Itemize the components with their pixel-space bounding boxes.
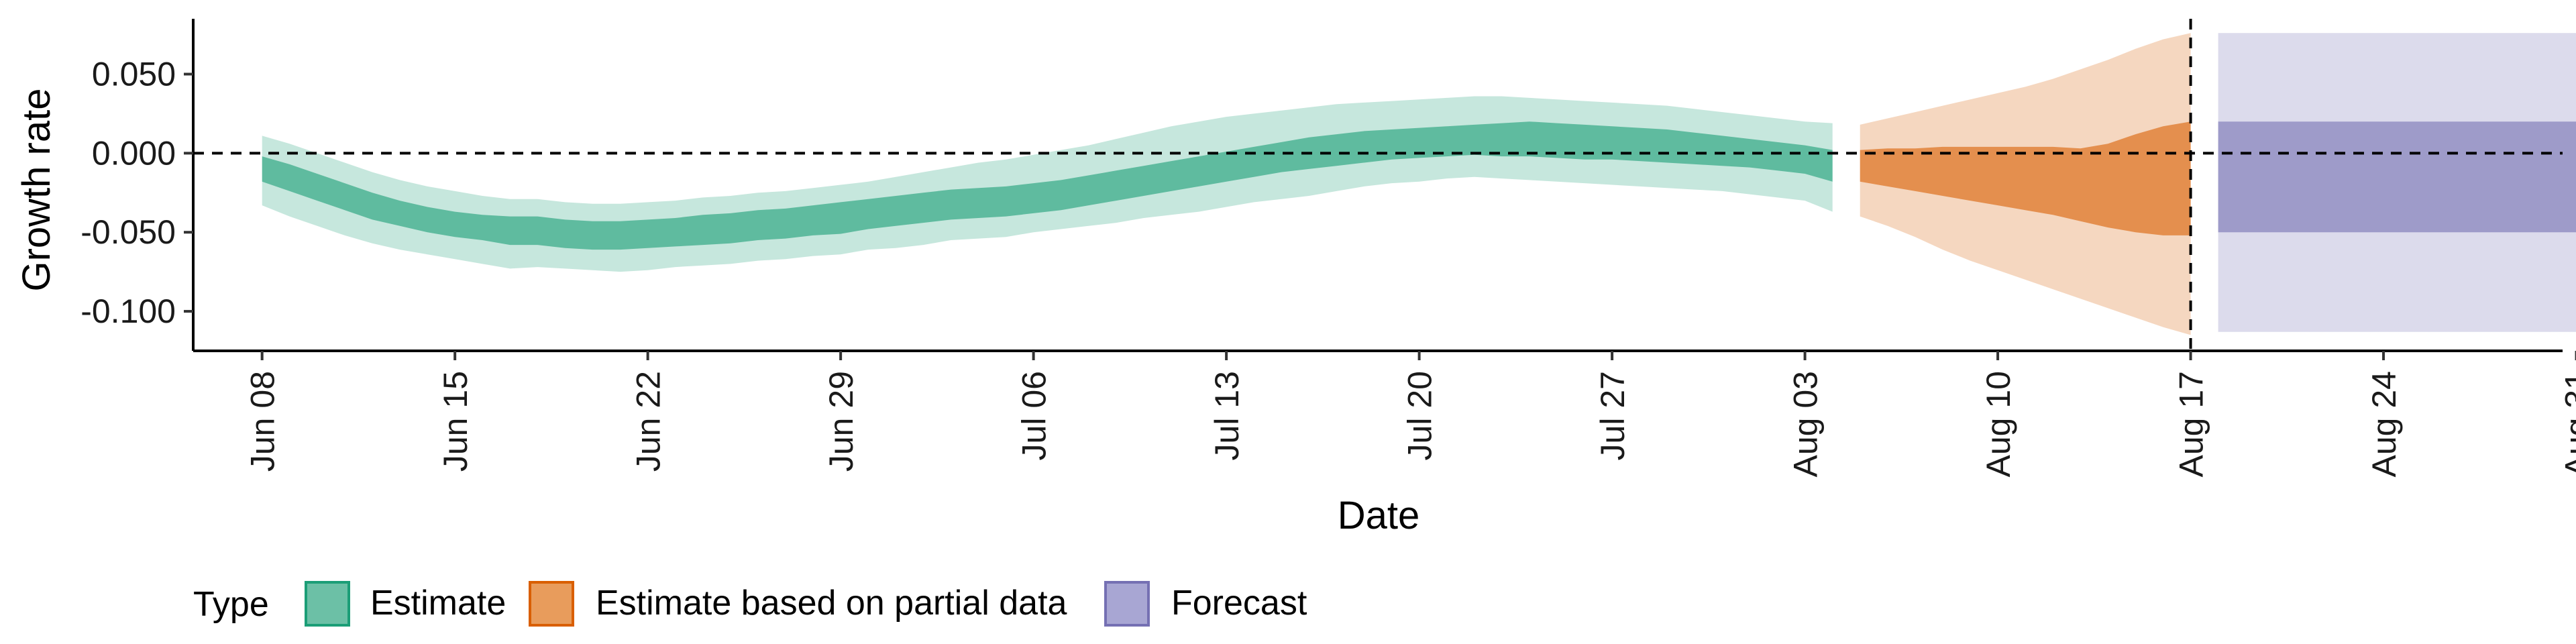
x-tick-label: Aug 17 bbox=[2173, 371, 2210, 477]
legend-swatch-partial bbox=[529, 581, 574, 627]
x-tick-label: Jun 15 bbox=[437, 371, 474, 472]
x-axis-ticks: Jun 08 Jun 15 Jun 22 Jun 29 Jul 06 Jul 13 Jul … bbox=[244, 351, 2576, 477]
x-tick-label: Aug 03 bbox=[1787, 371, 1825, 477]
reference-lines bbox=[193, 19, 2563, 351]
legend-title: Type bbox=[193, 585, 269, 624]
legend-swatch-forecast bbox=[1104, 581, 1150, 627]
y-axis-ticks: 0.050 0.000 -0.050 -0.100 bbox=[80, 56, 193, 330]
band-50-forecast bbox=[2218, 121, 2576, 233]
x-tick-label: Jul 20 bbox=[1401, 371, 1439, 460]
y-tick-label: -0.100 bbox=[80, 292, 176, 330]
y-axis-title: Growth rate bbox=[15, 89, 58, 292]
y-tick-label: 0.050 bbox=[92, 56, 176, 93]
x-tick-label: Aug 24 bbox=[2365, 371, 2403, 477]
x-tick-label: Aug 10 bbox=[1980, 371, 2017, 477]
legend-swatch-estimate bbox=[305, 581, 350, 627]
bands-layer bbox=[262, 33, 2576, 335]
x-tick-label: Jul 13 bbox=[1208, 371, 1246, 460]
band-50-partial bbox=[1860, 121, 2191, 235]
x-axis-title: Date bbox=[1338, 494, 1420, 537]
x-tick-label: Jul 27 bbox=[1594, 371, 1631, 460]
y-tick-label: 0.000 bbox=[92, 134, 176, 172]
x-tick-label: Jun 29 bbox=[822, 371, 860, 472]
x-tick-label: Jun 22 bbox=[630, 371, 667, 472]
x-tick-label: Jul 06 bbox=[1016, 371, 1053, 460]
y-tick-label: -0.050 bbox=[80, 213, 176, 251]
legend-label-forecast: Forecast bbox=[1171, 584, 1307, 623]
legend-label-estimate: Estimate bbox=[370, 584, 506, 623]
x-tick-label: Aug 31 bbox=[2559, 371, 2576, 477]
x-tick-label: Jun 08 bbox=[244, 371, 282, 472]
legend: Type Estimate Estimate based on partial … bbox=[193, 581, 1307, 627]
legend-label-partial: Estimate based on partial data bbox=[596, 584, 1067, 623]
